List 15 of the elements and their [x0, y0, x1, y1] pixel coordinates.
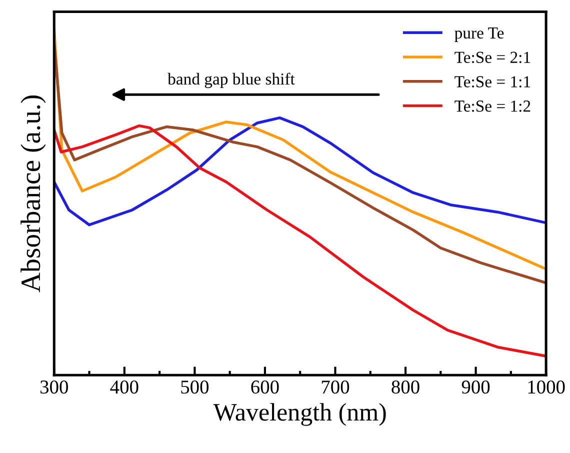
x-tick-label: 900 [462, 380, 490, 394]
legend-label: pure Te [454, 28, 504, 42]
x-tick-label: 300 [40, 380, 68, 394]
y-axis-title: Absorbance (a.u.) [20, 96, 46, 292]
annotation: band gap blue shift [168, 72, 295, 88]
x-axis-title: Wavelength (nm) [213, 403, 386, 426]
legend-label: Te:Se = 2:1 [454, 52, 530, 64]
legend-label: Te:Se = 1:2 [454, 100, 530, 112]
x-tick-label: 700 [322, 380, 350, 394]
x-tick-label: 600 [251, 380, 279, 394]
x-tick-label: 400 [110, 380, 138, 394]
x-tick-label: 800 [392, 380, 420, 394]
legend-label: Te:Se = 1:1 [454, 76, 530, 88]
x-tick-label: 1000 [528, 380, 565, 394]
x-tick-label: 500 [181, 380, 209, 394]
